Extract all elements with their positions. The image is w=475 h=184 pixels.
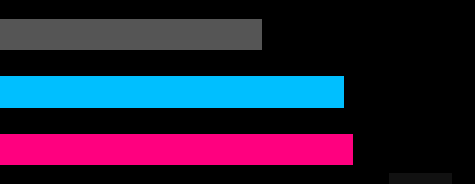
FancyBboxPatch shape [389, 173, 452, 184]
Bar [0, 19, 262, 50]
Bar [0, 76, 344, 108]
Bar [0, 134, 353, 165]
